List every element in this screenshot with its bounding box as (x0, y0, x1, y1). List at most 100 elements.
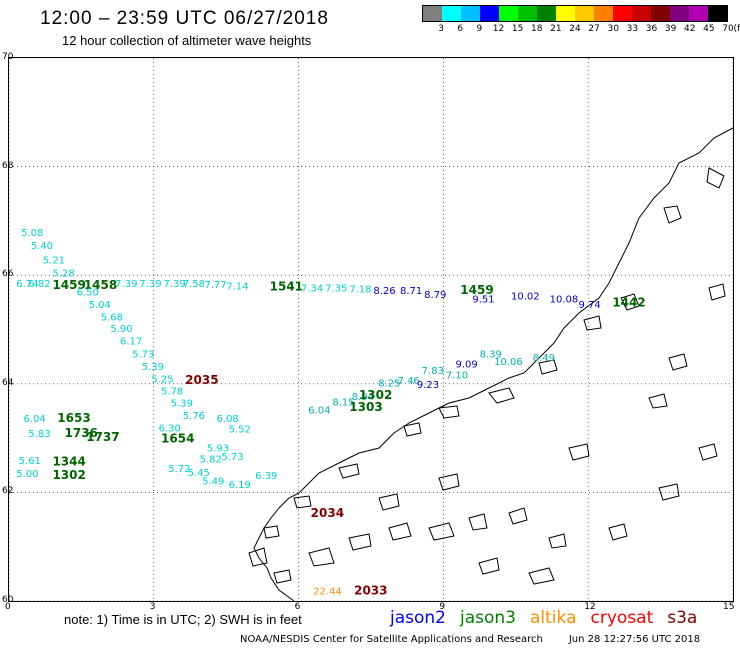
coastline-segment (428, 522, 455, 541)
legend-tick: 18 (531, 24, 543, 34)
legend-tick: 70 (722, 24, 734, 34)
legend-tick: 27 (588, 24, 600, 34)
wave-height-label: 5.72 (168, 464, 190, 475)
wave-height-label: 6.04 (308, 406, 330, 417)
wave-height-label: 9.51 (472, 294, 494, 305)
track-time-label: 1736 (65, 426, 98, 440)
legend-tick: 3 (438, 24, 444, 34)
legend-swatches (422, 5, 728, 22)
legend-swatch (670, 6, 689, 21)
coastline-segment (708, 283, 726, 301)
coastline-segment (528, 567, 555, 585)
wave-height-label: 5.45 (188, 468, 210, 479)
coastline-segment (403, 422, 422, 437)
wave-height-label: 5.04 (89, 300, 111, 311)
track-time-label: 1653 (57, 411, 90, 425)
wave-height-label: 5.08 (21, 228, 43, 239)
y-tick-label: 62 (2, 486, 14, 497)
coastline-segment (663, 205, 682, 224)
wave-height-label: 5.83 (28, 429, 50, 440)
wave-height-label: 6.17 (120, 337, 142, 348)
satellite-cryosat: cryosat (590, 608, 654, 628)
track-time-label: 1302 (52, 468, 85, 482)
coastline-segment (508, 507, 528, 525)
wave-height-label: 5.25 (151, 375, 173, 386)
map-panel: 5.08 5.40 5.21 5.28 6.74 6.82 1459 1458 7.39 7.39… (8, 57, 734, 602)
legend-swatch (613, 6, 632, 21)
track-time-label: 1344 (52, 454, 85, 468)
coastline-segment (438, 405, 460, 419)
coastline-segment (706, 167, 725, 189)
wave-height-label: 6.04 (23, 414, 45, 425)
legend-swatch (537, 6, 556, 21)
coastline-segment (308, 547, 335, 567)
legend-swatch (480, 6, 499, 21)
legend-tick: 36 (645, 24, 658, 34)
coastline-segment (438, 473, 460, 491)
y-tick-label: 66 (2, 269, 14, 280)
satellite-legend: jason2 jason3 altika cryosat s3a (390, 608, 697, 628)
legend-swatch (575, 6, 594, 21)
wave-height-label: 5.28 (52, 268, 74, 279)
legend-tick: 33 (626, 24, 639, 34)
wave-height-label: 7.35 (325, 283, 347, 294)
legend-tick: 15 (511, 24, 524, 34)
coastline-segment (608, 523, 628, 541)
x-tick-label: 15 (723, 602, 735, 612)
coastline-segment (388, 522, 412, 541)
wave-height-label: 9.74 (579, 300, 601, 311)
wave-height-label: 5.21 (43, 255, 65, 266)
wave-height-label: 6.30 (159, 424, 181, 435)
legend-tick: 21 (550, 24, 562, 34)
wave-height-label: 5.61 (19, 456, 41, 467)
x-tick-label: 9 (439, 602, 446, 612)
coastline-segment (620, 293, 640, 311)
track-time-label: 1654 (161, 431, 194, 445)
x-tick-label: 0 (5, 602, 11, 612)
wave-height-label: 5.82 (200, 455, 222, 466)
wave-height-label: 7.46 (398, 376, 420, 387)
coastline-segment (273, 569, 292, 584)
legend-swatch (442, 6, 461, 21)
legend-tick: 45 (703, 24, 715, 34)
page-title: 12:00 – 23:59 UTC 06/27/2018 (40, 8, 329, 29)
satellite-s3a: s3a (667, 608, 698, 628)
wave-height-label: 10.02 (511, 292, 540, 303)
coastline-segment (548, 533, 567, 549)
track-time-label: 1442 (612, 296, 645, 310)
x-tick-label: 3 (149, 602, 156, 612)
y-tick-label: 68 (2, 160, 14, 171)
coastline-segment (583, 315, 602, 331)
wave-height-label: 5.76 (183, 411, 205, 422)
track-time-label: 1459 (52, 278, 85, 292)
track-time-label: 1458 (84, 278, 117, 292)
wave-height-label: 5.40 (31, 241, 53, 252)
wave-height-label: 7.39 (139, 279, 161, 290)
coastline-segment (468, 513, 488, 531)
legend-swatch (556, 6, 575, 21)
wave-height-label: 7.18 (349, 285, 371, 296)
coastline-segment (478, 557, 500, 575)
legend-swatch (499, 6, 518, 21)
wave-height-label: 5.93 (207, 444, 229, 455)
wave-height-label: 6.50 (77, 287, 99, 298)
wave-height-label: 5.49 (202, 476, 224, 487)
wave-height-label: 5.73 (132, 350, 154, 361)
legend-tick: 9 (476, 24, 483, 34)
satellite-jason3: jason3 (460, 608, 516, 628)
y-tick-label: 60 (2, 595, 14, 605)
legend-swatch (518, 6, 537, 21)
track-time-label: 2034 (311, 506, 344, 520)
legend-swatch (708, 6, 727, 21)
page-subtitle: 12 hour collection of altimeter wave hei… (62, 33, 312, 48)
wave-height-label: 7.77 (204, 280, 226, 291)
track-time-label: 1737 (86, 430, 119, 444)
wave-height-label: 5.78 (161, 387, 183, 398)
wave-height-label: 10.06 (494, 357, 523, 368)
wave-height-label: 7.14 (226, 281, 248, 292)
legend-tick: 39 (664, 24, 677, 34)
wave-height-label: 5.39 (142, 362, 164, 373)
wave-height-label: 6.74 (16, 279, 38, 290)
